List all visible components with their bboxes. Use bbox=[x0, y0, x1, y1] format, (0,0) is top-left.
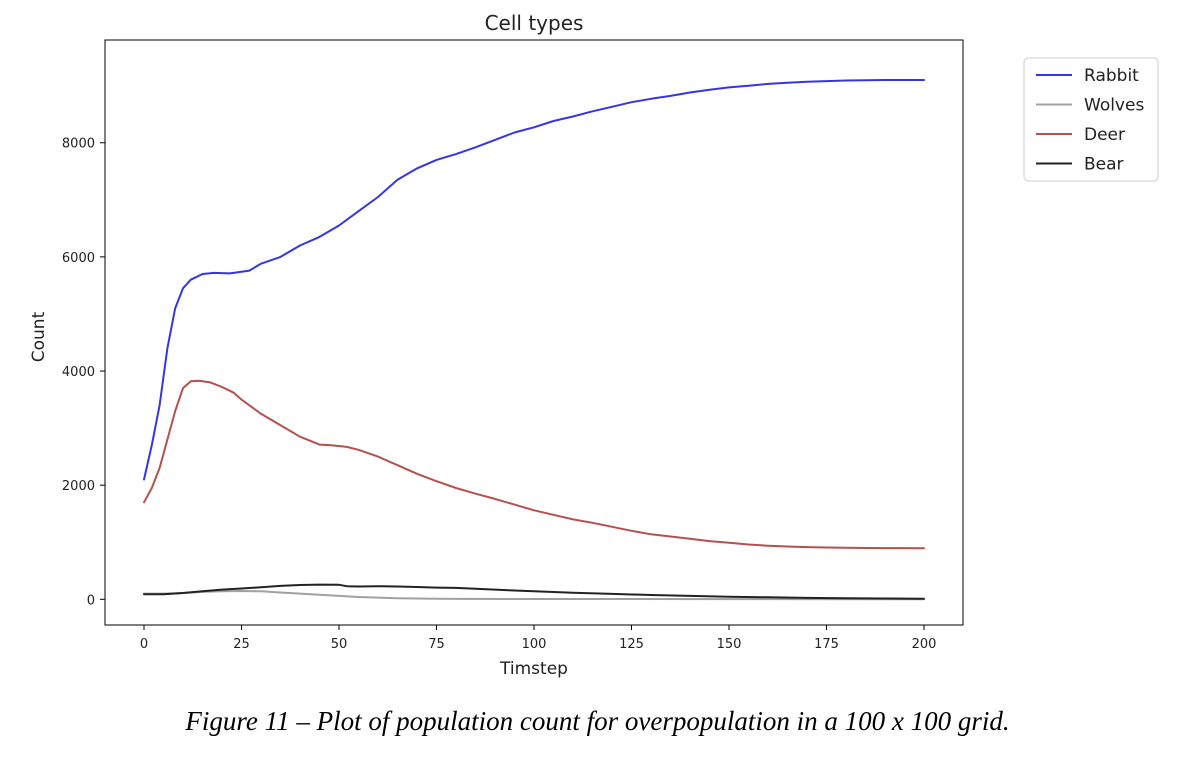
legend-label-deer: Deer bbox=[1084, 125, 1125, 145]
line-chart: Cell types 0 25 50 75 100 125 150 175 200 0 2000 4… bbox=[29, 11, 1159, 679]
x-axis-ticks: 0 25 50 75 100 125 150 175 200 bbox=[140, 625, 937, 652]
series-line-deer bbox=[143, 379, 925, 550]
x-tick-label: 75 bbox=[428, 637, 445, 652]
y-axis-ticks: 0 2000 4000 6000 8000 bbox=[62, 137, 105, 608]
legend: Rabbit Wolves Deer Bear bbox=[1023, 57, 1159, 182]
y-tick-label: 4000 bbox=[62, 365, 95, 380]
legend-label-wolves: Wolves bbox=[1084, 96, 1144, 116]
x-tick-label: 100 bbox=[522, 637, 547, 652]
y-axis-label: Count bbox=[29, 311, 49, 362]
x-tick-label: 25 bbox=[233, 637, 250, 652]
legend-label-bear: Bear bbox=[1084, 155, 1124, 175]
series-line-bear bbox=[143, 583, 925, 600]
x-tick-label: 175 bbox=[814, 637, 839, 652]
x-tick-label: 125 bbox=[619, 637, 644, 652]
plot-area bbox=[104, 39, 964, 626]
x-tick-label: 0 bbox=[140, 637, 148, 652]
x-tick-label: 200 bbox=[912, 637, 937, 652]
y-tick-label: 0 bbox=[87, 593, 95, 608]
series-lines bbox=[143, 79, 925, 601]
figure-caption: Figure 11 – Plot of population count for… bbox=[185, 706, 1010, 736]
chart-title: Cell types bbox=[485, 11, 584, 35]
x-tick-label: 50 bbox=[331, 637, 348, 652]
y-tick-label: 2000 bbox=[62, 479, 95, 494]
y-tick-label: 6000 bbox=[62, 251, 95, 266]
y-tick-label: 8000 bbox=[62, 137, 95, 152]
x-tick-label: 150 bbox=[717, 637, 742, 652]
legend-box bbox=[1023, 57, 1159, 182]
series-line-rabbit bbox=[143, 79, 925, 481]
legend-label-rabbit: Rabbit bbox=[1084, 66, 1139, 86]
x-axis-label: Timstep bbox=[499, 659, 568, 679]
